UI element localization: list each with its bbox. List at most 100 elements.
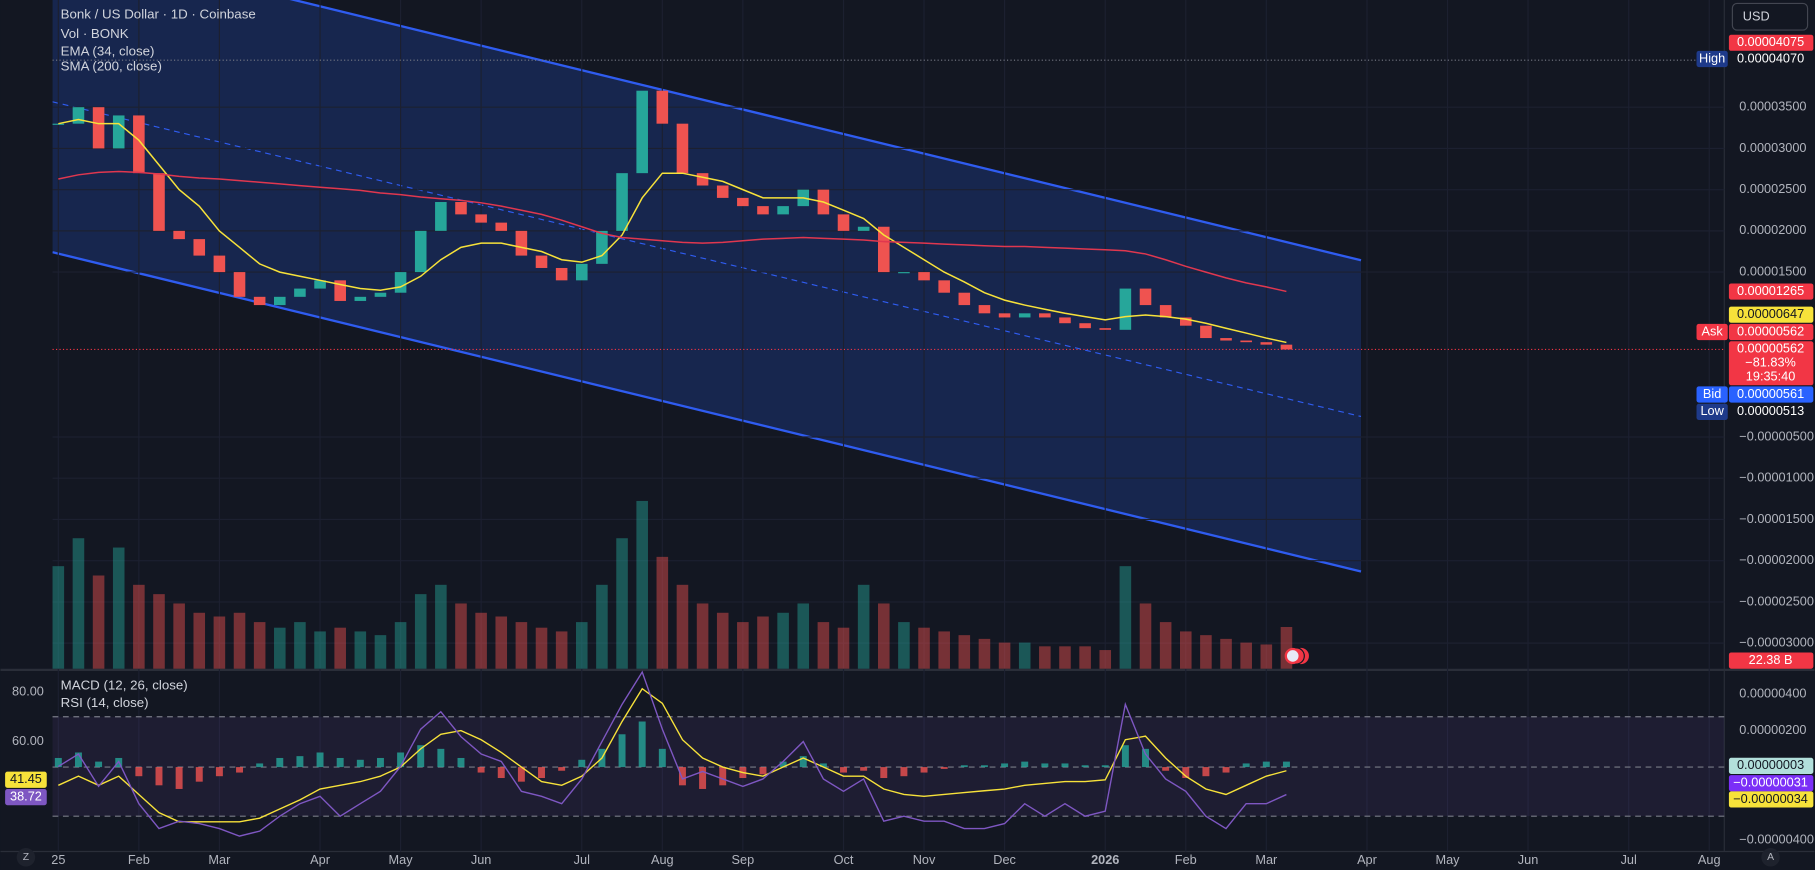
right-button[interactable]: [1761, 848, 1780, 867]
macd-histogram-bar: [1282, 761, 1290, 768]
x-tick-label: Jun: [471, 852, 492, 867]
price-label: 0.00000513: [1737, 403, 1804, 418]
candle-body: [173, 230, 185, 240]
volume-bar: [918, 627, 930, 669]
macd-tick-label: 0.00000200: [1739, 722, 1806, 737]
candle-body: [274, 296, 286, 306]
candle-body: [253, 296, 266, 306]
rsi-value-box: [5, 789, 47, 806]
macd-histogram-bar: [54, 757, 62, 768]
left-button-label[interactable]: Z: [23, 852, 30, 863]
candle-body: [1240, 340, 1252, 343]
currency-button[interactable]: [1731, 2, 1809, 31]
volume-bar: [656, 556, 669, 669]
candle-body: [757, 206, 769, 215]
macd-histogram-bar: [316, 752, 324, 768]
volume-bar: [1200, 635, 1212, 669]
channel-lower: [52, 251, 1362, 573]
macd-histogram-bar: [980, 765, 988, 768]
sma-legend[interactable]: SMA (200, close): [61, 59, 162, 74]
volume-bar: [797, 603, 810, 669]
volume-bar: [555, 631, 568, 669]
macd-tick-label: −0.00000400: [1739, 831, 1814, 846]
volume-bar: [1039, 646, 1051, 669]
macd-histogram-bar: [1121, 745, 1129, 768]
price-label-name-box: [1696, 386, 1728, 403]
price-label-name: Bid: [1703, 386, 1721, 401]
macd-histogram-bar: [558, 767, 566, 771]
macd-histogram-bar: [95, 761, 103, 768]
x-tick-label: 2026: [1091, 852, 1119, 867]
candle-body: [455, 202, 467, 215]
regression-channel[interactable]: [52, 0, 1362, 573]
volume-bar: [1018, 642, 1031, 669]
price-label-name-box: [1696, 50, 1728, 68]
candle-body: [92, 107, 105, 149]
macd-histogram-bar: [799, 756, 807, 768]
y-tick-label: 0.00002500: [1739, 181, 1806, 196]
volume-bar: [757, 616, 769, 669]
candle-body: [777, 206, 789, 215]
right-button-label[interactable]: A: [1767, 852, 1774, 863]
macd-value-box: [1728, 757, 1814, 774]
volume-legend[interactable]: Vol · BONK: [61, 26, 129, 41]
candle-body: [1079, 323, 1091, 329]
y-tick-label: −0.00001000: [1739, 470, 1814, 485]
candle-body: [837, 214, 850, 231]
candle-body: [1179, 317, 1192, 326]
macd-legend[interactable]: MACD (12, 26, close): [61, 678, 188, 693]
macd-histogram-bar: [759, 767, 767, 775]
volume-bar: [716, 612, 729, 669]
symbol-title[interactable]: Bonk / US Dollar · 1D · Coinbase: [61, 7, 256, 22]
volume-bar: [535, 627, 548, 669]
macd-histogram-bar: [74, 752, 82, 768]
macd-histogram-bar: [1222, 767, 1230, 773]
candle-body: [1039, 313, 1051, 318]
currency-label[interactable]: USD: [1743, 9, 1770, 24]
macd-histogram-bar: [900, 767, 908, 777]
macd-tick-label: 0.00000400: [1739, 686, 1806, 701]
candle-body: [978, 305, 991, 314]
candle-body: [294, 288, 306, 297]
macd-histogram-bar: [860, 767, 868, 771]
price-label-name: Low: [1700, 403, 1724, 418]
volume-bar: [696, 603, 709, 669]
x-tick-label: Aug: [651, 852, 674, 867]
x-tick-label: Feb: [1175, 852, 1197, 867]
candle-body: [1260, 342, 1273, 345]
volume-bar: [334, 627, 346, 669]
price-label: 0.00001265: [1737, 283, 1804, 298]
ema-legend[interactable]: EMA (34, close): [61, 44, 155, 59]
volume-label: 22.38 B: [1749, 652, 1793, 667]
y-tick-label: 0.00003000: [1739, 140, 1806, 155]
candle-body: [314, 280, 326, 289]
macd-histogram-bar: [618, 734, 626, 768]
x-tick-label: May: [1435, 852, 1460, 867]
left-button[interactable]: [16, 848, 36, 867]
candle-body: [354, 296, 367, 301]
event-flags[interactable]: [1284, 647, 1309, 665]
plot-layer: 25 Feb Mar Apr May Jun Jul Aug Sep Oct Nov Dec 2026 F…: [5, 0, 1814, 867]
volume-bar: [616, 538, 628, 669]
price-label-name-box: [1696, 323, 1728, 341]
x-tick-label: Aug: [1698, 852, 1721, 867]
macd-histogram-bar: [1262, 761, 1270, 768]
volume-bar: [1059, 646, 1071, 669]
macd-histogram-bar: [1081, 765, 1089, 768]
candle-body: [112, 115, 125, 149]
volume-bar: [153, 594, 165, 669]
rsi-legend[interactable]: RSI (14, close): [61, 695, 149, 710]
macd-histogram-bar: [336, 757, 344, 768]
volume-bar: [978, 638, 991, 669]
volume-bar: [958, 635, 971, 669]
macd-value-box: [1728, 791, 1814, 808]
x-tick-label: Dec: [993, 852, 1016, 867]
price-label: 0.00000647: [1737, 306, 1804, 321]
rsi-tick-label: 80.00: [12, 683, 44, 698]
macd-histogram-bar: [1101, 765, 1109, 768]
y-tick-label: −0.00003000: [1739, 634, 1814, 649]
macd-histogram-bar: [457, 757, 465, 768]
price-label-box: [1728, 323, 1814, 341]
price-label-name: Ask: [1702, 323, 1724, 338]
macd-histogram-bar: [1162, 767, 1170, 771]
